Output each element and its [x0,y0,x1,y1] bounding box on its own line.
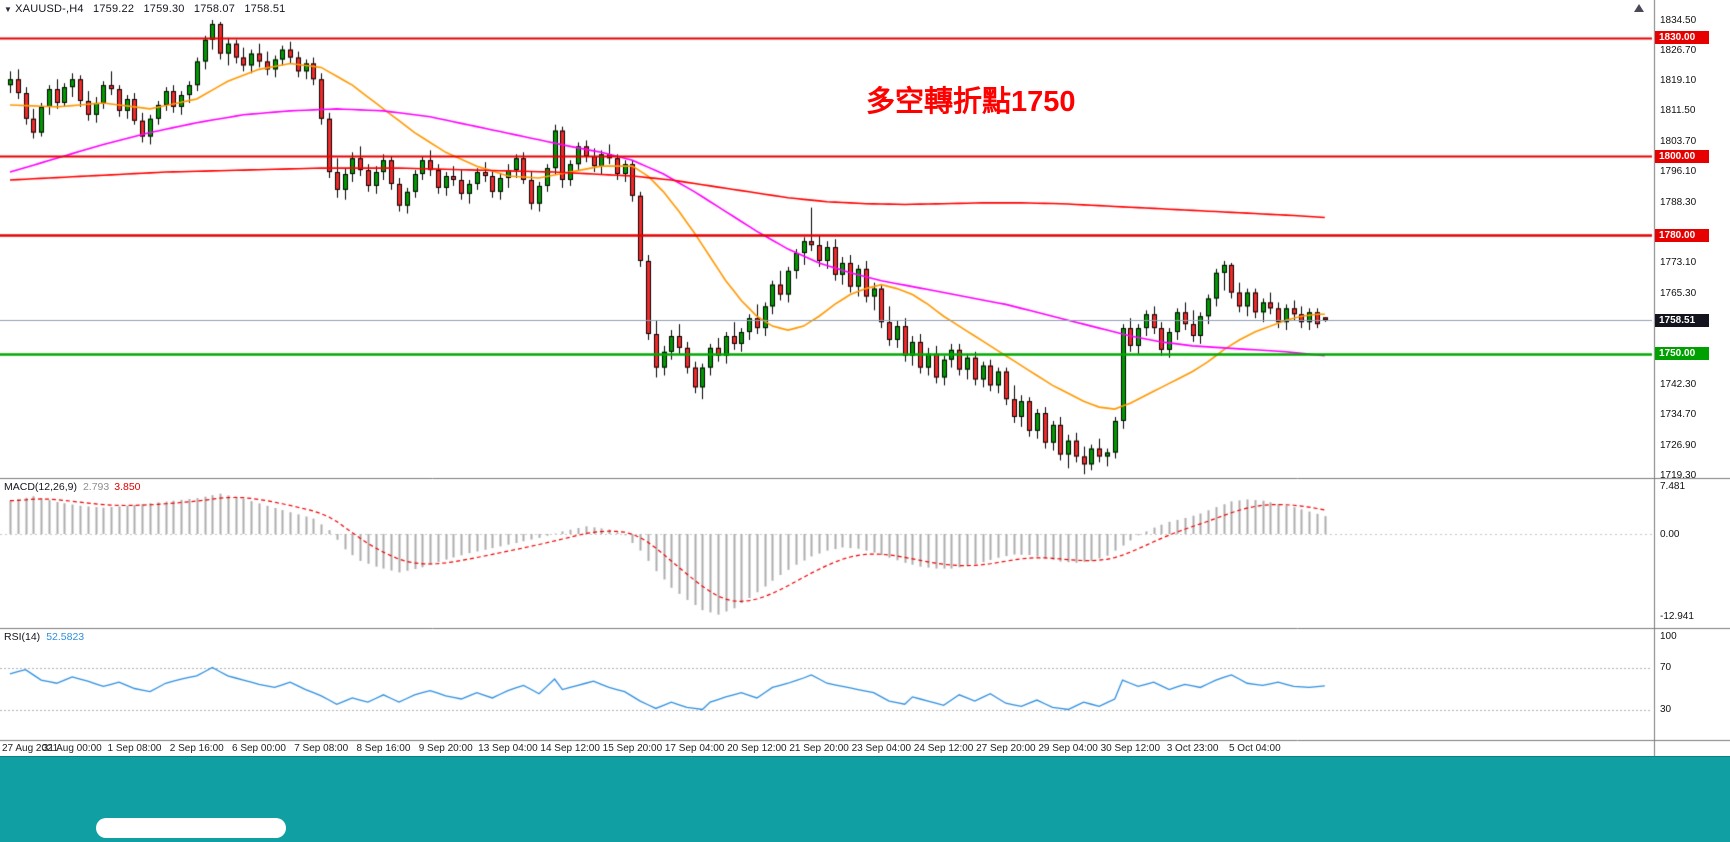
time-axis-label: 24 Sep 12:00 [913,743,974,754]
autoscroll-triangle-icon[interactable] [1634,4,1644,12]
chart-text-annotation[interactable]: 多空轉折點1750 [866,86,1076,118]
macd-axis-label: 7.481 [1660,480,1686,492]
symbol-info-bar: ▼ XAUUSD-,H4 1759.22 1759.30 1758.07 1758… [4,3,292,15]
macd-main-value: 2.793 [82,481,110,493]
time-axis-label: 2 Sep 16:00 [169,743,224,754]
time-axis-label: 14 Sep 12:00 [540,743,600,754]
time-axis-label: 17 Sep 04:00 [664,743,725,754]
rsi-indicator-label: RSI(14) 52.5823 [4,631,84,643]
bottom-bar-pill[interactable] [96,818,286,838]
time-axis-label: 21 Sep 20:00 [789,743,849,754]
quote-low: 1758.07 [193,3,236,15]
price-axis-label: 1742.30 [1660,378,1697,390]
hline-price-tag: 1800.00 [1655,149,1709,163]
price-axis-label: 1734.70 [1660,408,1697,420]
hline-price-tag: 1750.00 [1655,347,1709,361]
price-axis-label: 1819.10 [1660,75,1697,87]
macd-axis-label: -12.941 [1660,611,1694,623]
price-axis-label: 1773.10 [1660,257,1697,269]
time-axis-label: 15 Sep 20:00 [602,743,663,754]
symbol-title: XAUUSD-,H4 [15,3,84,15]
macd-axis-label: 0.00 [1660,528,1680,540]
price-axis-label: 1796.10 [1660,166,1697,178]
symbol-dropdown-icon[interactable]: ▼ [4,5,13,14]
price-axis-label: 1811.50 [1660,105,1696,117]
price-chart-canvas[interactable] [0,0,1730,756]
time-axis-label: 3 Oct 23:00 [1166,743,1219,754]
time-axis-label: 30 Sep 12:00 [1100,743,1161,754]
time-axis-label: 20 Sep 12:00 [727,743,787,754]
rsi-axis-label: 70 [1660,662,1672,673]
time-axis-label: 29 Sep 04:00 [1038,743,1098,754]
time-axis-label: 9 Sep 20:00 [418,743,473,754]
quote-high: 1759.30 [143,3,185,15]
macd-signal-value: 3.850 [114,481,141,493]
rsi-axis-label: 100 [1660,630,1677,642]
price-axis-label: 1803.70 [1660,136,1697,148]
time-axis-label: 31 Aug 00:00 [42,743,102,754]
price-axis-label: 1726.90 [1660,439,1697,451]
time-axis-label: 8 Sep 16:00 [356,743,411,754]
quote-open: 1759.22 [93,3,135,15]
time-axis-label: 5 Oct 04:00 [1228,743,1281,754]
price-axis-label: 1765.30 [1660,287,1697,299]
rsi-value: 52.5823 [46,631,85,643]
price-axis-label: 1834.50 [1660,14,1697,26]
rsi-label-text: RSI(14) [4,631,41,643]
time-axis-label: 27 Aug 2021 [2,743,59,754]
time-axis-label: 6 Sep 00:00 [231,743,286,754]
price-axis-label: 1788.30 [1660,196,1697,208]
time-axis-label: 27 Sep 20:00 [976,743,1036,754]
macd-label-text: MACD(12,26,9) [4,481,77,493]
quote-close: 1758.51 [244,3,286,15]
hline-price-tag: 1780.00 [1655,228,1709,242]
time-axis-label: 13 Sep 04:00 [478,743,538,754]
hline-price-tag: 1830.00 [1655,31,1709,45]
bottom-bar [0,756,1730,842]
macd-indicator-label: MACD(12,26,9) 2.793 3.850 [4,481,141,493]
time-axis-label: 1 Sep 08:00 [107,743,162,754]
time-axis-label: 7 Sep 08:00 [294,743,349,754]
current-price-tag: 1758.51 [1655,313,1709,327]
price-axis-label: 1719.30 [1660,469,1697,481]
price-axis-label: 1826.70 [1660,45,1697,57]
rsi-axis-label: 30 [1660,704,1672,715]
time-axis-label: 23 Sep 04:00 [851,743,912,754]
